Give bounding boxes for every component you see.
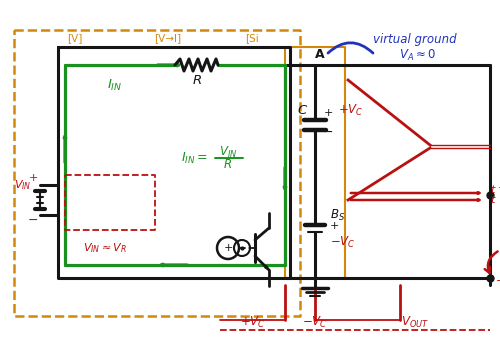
- Text: −: −: [28, 213, 38, 227]
- Text: +: +: [496, 274, 500, 287]
- Text: +: +: [324, 108, 332, 118]
- Text: $V_{IN}$: $V_{IN}$: [219, 144, 237, 160]
- Text: $I_{IN} = $: $I_{IN} = $: [181, 150, 208, 166]
- Text: [V→I]: [V→I]: [154, 33, 182, 43]
- Text: $+V_C$: $+V_C$: [338, 102, 363, 118]
- Text: C: C: [298, 103, 306, 116]
- Text: t: t: [490, 185, 494, 195]
- Text: virtual ground: virtual ground: [373, 34, 457, 46]
- Text: R: R: [224, 159, 232, 171]
- Text: $+V_C$: $+V_C$: [240, 314, 266, 330]
- Text: t: t: [490, 195, 494, 205]
- Text: $-V_C$: $-V_C$: [330, 234, 355, 250]
- Text: $-V_C$: $-V_C$: [302, 314, 328, 330]
- Text: $I_{IN}$: $I_{IN}$: [108, 78, 122, 92]
- Text: $V_{IN} \approx V_R$: $V_{IN} \approx V_R$: [83, 241, 127, 255]
- Text: $V_{IN}$: $V_{IN}$: [14, 178, 32, 192]
- Text: R: R: [192, 74, 202, 86]
- Text: $V_A \approx 0$: $V_A \approx 0$: [400, 47, 436, 63]
- Text: [Si: [Si: [245, 33, 259, 43]
- Text: A: A: [315, 47, 325, 61]
- Text: [V]: [V]: [68, 33, 82, 43]
- Text: −: −: [498, 181, 500, 194]
- Text: $V_{OUT}$: $V_{OUT}$: [498, 222, 500, 238]
- Text: +: +: [330, 221, 340, 231]
- Text: −: −: [323, 126, 333, 138]
- Text: $B_S$: $B_S$: [330, 207, 345, 223]
- Text: $V_{OUT}$: $V_{OUT}$: [401, 314, 429, 330]
- Text: +: +: [28, 173, 38, 183]
- Text: +: +: [224, 243, 232, 253]
